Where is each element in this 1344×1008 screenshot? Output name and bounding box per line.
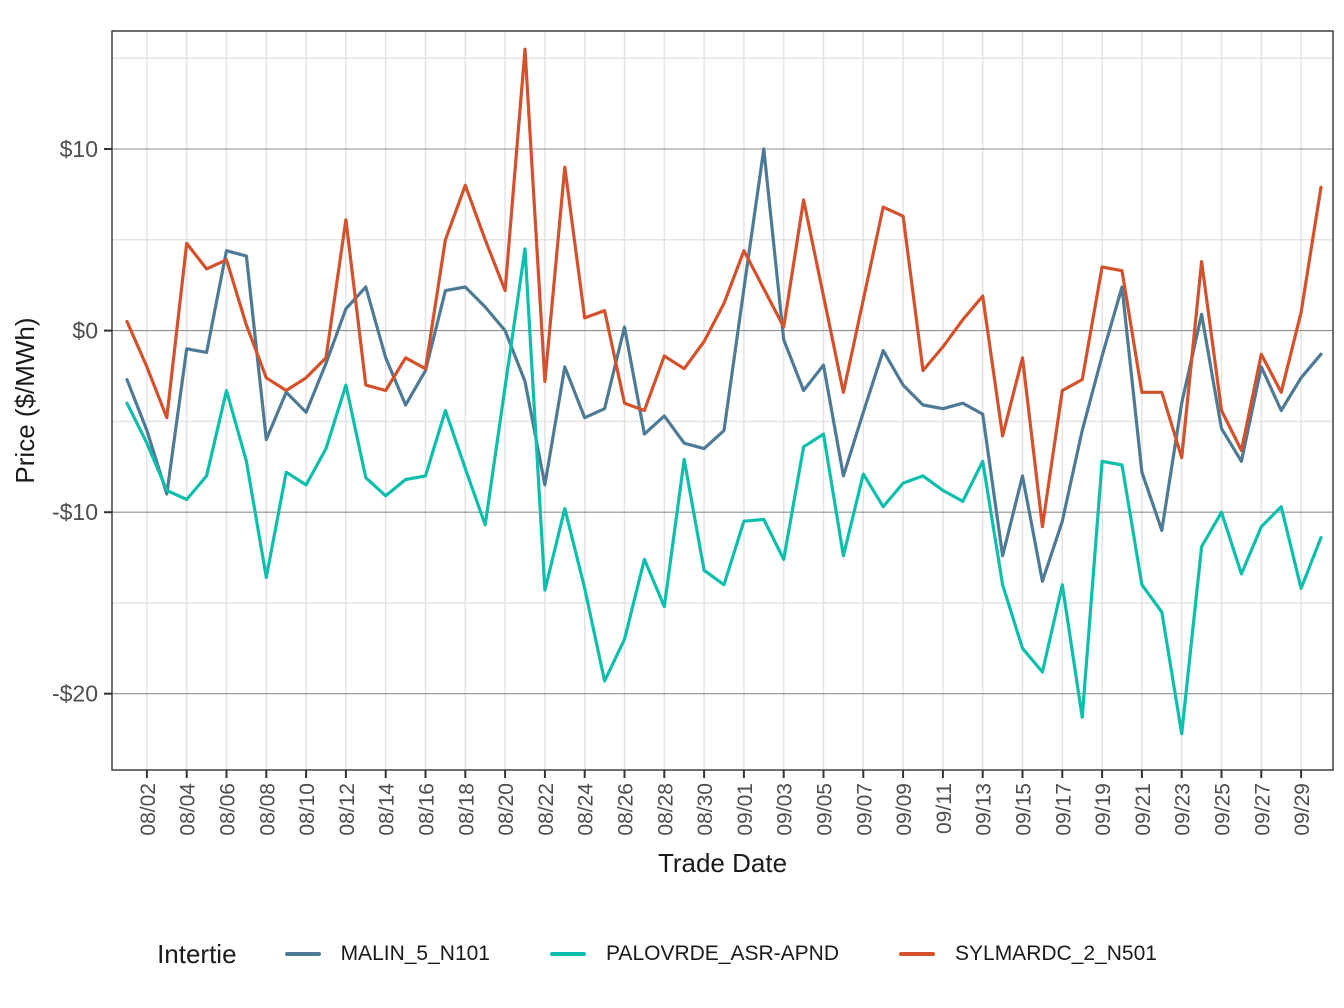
legend-line-swatch-sylmardc bbox=[899, 952, 935, 956]
svg-text:-$20: -$20 bbox=[52, 681, 98, 707]
svg-text:08/24: 08/24 bbox=[575, 783, 598, 836]
svg-text:$0: $0 bbox=[72, 318, 98, 344]
svg-text:08/16: 08/16 bbox=[416, 783, 439, 836]
svg-text:09/15: 09/15 bbox=[1013, 783, 1036, 836]
legend: Intertie MALIN_5_N101 PALOVRDE_ASR-APND … bbox=[0, 922, 1344, 986]
svg-text:08/20: 08/20 bbox=[495, 783, 518, 836]
svg-text:09/17: 09/17 bbox=[1052, 783, 1075, 836]
x-axis-ticks bbox=[145, 770, 1303, 778]
x-gridlines bbox=[146, 31, 1302, 770]
svg-text:09/13: 09/13 bbox=[973, 783, 996, 836]
svg-text:08/30: 08/30 bbox=[694, 783, 717, 836]
svg-text:08/22: 08/22 bbox=[535, 783, 558, 836]
legend-item-sylmardc: SYLMARDC_2_N501 bbox=[899, 942, 1157, 966]
svg-text:09/19: 09/19 bbox=[1092, 783, 1115, 836]
svg-text:09/25: 09/25 bbox=[1212, 783, 1235, 836]
svg-text:08/18: 08/18 bbox=[455, 783, 478, 836]
svg-text:09/01: 09/01 bbox=[734, 783, 757, 836]
svg-text:09/29: 09/29 bbox=[1291, 783, 1314, 836]
svg-text:08/12: 08/12 bbox=[336, 783, 359, 836]
panel-border bbox=[111, 30, 1334, 771]
chart-canvas: 08/02 08/04 08/06 08/08 08/10 08/12 08/14 08/16… bbox=[10, 30, 1334, 878]
svg-text:09/21: 09/21 bbox=[1132, 783, 1155, 836]
y-axis-title: Price ($/MWh) bbox=[10, 317, 40, 483]
svg-text:09/11: 09/11 bbox=[933, 783, 956, 834]
x-axis-tick-labels: 08/02 08/04 08/06 08/08 08/10 08/12 08/14 08/16… bbox=[137, 783, 1314, 836]
x-axis-title: Trade Date bbox=[658, 848, 787, 878]
svg-text:08/08: 08/08 bbox=[256, 783, 279, 836]
svg-text:08/04: 08/04 bbox=[177, 783, 200, 836]
price-line-chart: 08/02 08/04 08/06 08/08 08/10 08/12 08/14 08/16… bbox=[10, 30, 1334, 878]
y-gridlines-minor bbox=[112, 57, 1333, 604]
svg-text:$10: $10 bbox=[60, 136, 98, 162]
legend-line-swatch-malin bbox=[284, 952, 321, 956]
legend-item-label: PALOVRDE_ASR-APND bbox=[605, 942, 839, 965]
y-axis-tick-labels: $10 $0 -$10 -$20 bbox=[52, 136, 98, 707]
svg-text:08/28: 08/28 bbox=[654, 783, 677, 836]
legend-item-palovrde: PALOVRDE_ASR-APND bbox=[549, 942, 839, 966]
svg-text:08/02: 08/02 bbox=[137, 783, 160, 836]
svg-text:09/05: 09/05 bbox=[814, 783, 837, 836]
svg-text:08/10: 08/10 bbox=[296, 783, 319, 836]
y-axis-ticks bbox=[104, 148, 112, 695]
svg-text:09/03: 09/03 bbox=[774, 783, 797, 836]
svg-text:09/07: 09/07 bbox=[853, 783, 876, 836]
legend-line-swatch-palovrde bbox=[549, 952, 586, 956]
series-line-MALIN_5_N101 bbox=[125, 147, 1323, 583]
legend-title: Intertie bbox=[157, 938, 237, 969]
svg-text:08/06: 08/06 bbox=[217, 783, 240, 836]
legend-item-label: MALIN_5_N101 bbox=[340, 942, 490, 965]
svg-text:08/26: 08/26 bbox=[615, 783, 638, 836]
svg-text:08/14: 08/14 bbox=[376, 783, 399, 836]
legend-item-malin: MALIN_5_N101 bbox=[284, 942, 490, 966]
svg-text:09/27: 09/27 bbox=[1251, 783, 1274, 836]
svg-text:-$10: -$10 bbox=[52, 499, 98, 525]
series-line-PALOVRDE_ASR-APND bbox=[125, 247, 1323, 736]
svg-text:09/23: 09/23 bbox=[1172, 783, 1195, 836]
series-line-SYLMARDC_2_N501 bbox=[125, 47, 1323, 529]
svg-text:09/09: 09/09 bbox=[893, 783, 916, 836]
legend-item-label: SYLMARDC_2_N501 bbox=[955, 942, 1157, 965]
